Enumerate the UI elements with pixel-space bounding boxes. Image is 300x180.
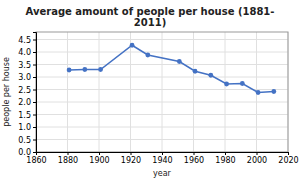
tick: 1980: [215, 152, 235, 165]
tick: 2020: [278, 152, 298, 165]
tick-mark: [33, 40, 36, 41]
tick-label: 1920: [121, 156, 141, 165]
tick-label: 3.5: [18, 61, 31, 70]
marker: [177, 59, 182, 64]
tick: 2.0: [18, 98, 36, 107]
tick-mark: [33, 65, 36, 66]
tick: 3.0: [18, 73, 36, 82]
marker: [67, 68, 72, 73]
axis-line: [37, 153, 289, 156]
tick-mark: [194, 152, 195, 155]
tick-label: 0.0: [18, 148, 31, 157]
axis-line: [33, 33, 37, 153]
tick-label: 3.0: [18, 73, 31, 82]
grid-line: [193, 32, 194, 152]
grid-line: [36, 102, 288, 103]
tick-label: 1960: [184, 156, 204, 165]
x-axis: 186018801900192019401960198020002020: [26, 152, 298, 165]
grid-line: [36, 52, 288, 53]
marker: [256, 90, 261, 95]
marker: [98, 67, 103, 72]
tick-mark: [33, 102, 36, 103]
y-axis: 0.0 0.5 1.0 1.5 2.0 2.5 3.0 3.5 4.0 4.5: [18, 33, 36, 158]
tick-mark: [33, 127, 36, 128]
plot-frame: [36, 32, 288, 152]
grid-line: [225, 32, 226, 152]
marker: [82, 67, 87, 72]
tick-label: 2.0: [18, 98, 31, 107]
tick-label: 2020: [278, 156, 298, 165]
tick-mark: [68, 152, 69, 155]
tick-label: 2000: [247, 156, 267, 165]
grid-line: [36, 139, 288, 140]
grid-line: [162, 32, 163, 152]
tick: 4.0: [18, 48, 36, 57]
tick-label: 1880: [58, 156, 78, 165]
tick-mark: [162, 152, 163, 155]
tick: 0.0: [18, 148, 36, 157]
marker: [145, 53, 150, 58]
tick-label: 2.5: [18, 86, 31, 95]
tick: 4.5: [18, 36, 36, 45]
chart: Average amount of people per house (1881…: [0, 0, 300, 180]
series: [67, 43, 277, 95]
tick-mark: [225, 152, 226, 155]
grid-line: [99, 32, 100, 152]
y-axis-title: people per house: [2, 57, 11, 127]
marker: [271, 89, 276, 94]
tick-mark: [33, 90, 36, 91]
tick: 1960: [184, 152, 204, 165]
tick-label: 1900: [89, 156, 109, 165]
marker: [130, 43, 135, 48]
tick: 0.5: [18, 136, 36, 145]
tick: 1940: [152, 152, 172, 165]
tick-mark: [99, 152, 100, 155]
tick-label: 1.5: [18, 111, 31, 120]
title: Average amount of people per house (1881…: [26, 6, 275, 28]
tick: 1920: [121, 152, 141, 165]
tick-label: 1.0: [18, 123, 31, 132]
plot-area: 1860188019001920194019601980200020200.00…: [18, 32, 298, 165]
title-line: Average amount of people per house (1881…: [26, 6, 275, 17]
tick-label: 4.5: [18, 36, 31, 45]
grid-line: [36, 114, 288, 115]
tick-mark: [33, 115, 36, 116]
tick-mark: [33, 140, 36, 141]
line: [69, 45, 274, 92]
grid-line: [67, 32, 68, 152]
tick-mark: [131, 152, 132, 155]
tick: 3.5: [18, 61, 36, 70]
marker: [193, 69, 198, 74]
tick-mark: [288, 152, 289, 155]
tick: 2.5: [18, 86, 36, 95]
tick-label: 1980: [215, 156, 235, 165]
grid-line: [36, 39, 288, 40]
title-line: 2011): [134, 17, 166, 28]
grid-line: [36, 127, 288, 128]
x-axis-title: year: [153, 169, 172, 178]
tick: 2000: [247, 152, 267, 165]
grid-line: [36, 64, 288, 65]
marker: [224, 82, 229, 87]
tick: 1900: [89, 152, 109, 165]
tick: 1880: [58, 152, 78, 165]
tick-mark: [257, 152, 258, 155]
tick-label: 0.5: [18, 136, 31, 145]
marker: [208, 73, 213, 78]
tick-mark: [33, 77, 36, 78]
marker: [240, 81, 245, 86]
tick: 1.5: [18, 111, 36, 120]
tick: 1.0: [18, 123, 36, 132]
tick-mark: [33, 152, 36, 153]
grid: [36, 32, 288, 152]
grid-line: [36, 77, 288, 78]
tick-label: 4.0: [18, 48, 31, 57]
tick-mark: [33, 52, 36, 53]
grid-line: [130, 32, 131, 152]
grid-line: [36, 89, 288, 90]
tick-label: 1940: [152, 156, 172, 165]
